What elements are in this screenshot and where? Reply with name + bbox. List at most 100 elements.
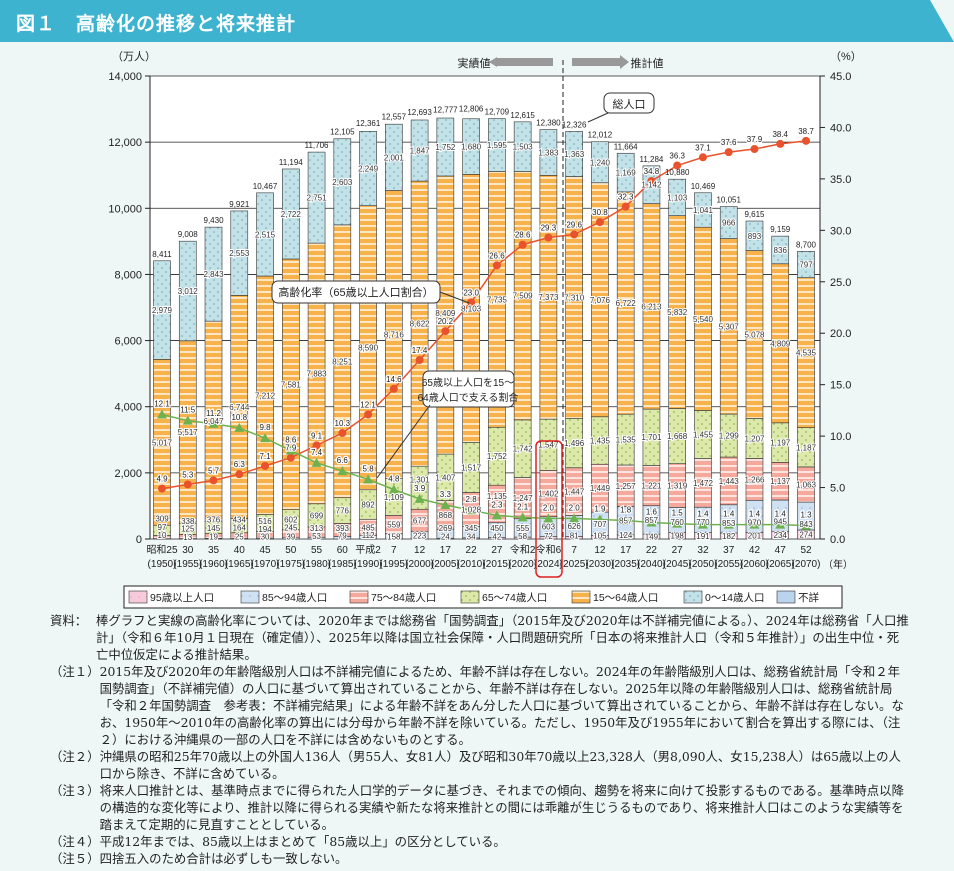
aging-rate-label: 30.8 xyxy=(592,208,608,217)
total-label: 8,411 xyxy=(152,250,172,259)
support-ratio-point xyxy=(337,466,348,476)
support-ratio-point xyxy=(543,513,554,523)
segment-label: 893 xyxy=(748,232,762,241)
segment-label: 25 xyxy=(235,533,244,542)
segment-label: 8,622 xyxy=(410,320,431,329)
segment-label: 1,187 xyxy=(796,443,817,452)
segment-label: 19 xyxy=(209,533,218,542)
segment-label: 5,017 xyxy=(152,438,173,447)
x-era-label: 22 xyxy=(646,545,658,556)
segment-label: 274 xyxy=(799,530,813,539)
segment-label: 7,509 xyxy=(513,292,534,301)
note-key: （注１） xyxy=(50,664,100,679)
segment-label: 1,028 xyxy=(461,505,482,514)
segment-label: 2,979 xyxy=(152,306,173,315)
segment-label: 13 xyxy=(183,533,192,542)
segment-label: 124 xyxy=(619,531,633,540)
right-tick-label: 30.0 xyxy=(830,225,851,237)
bar-segment-0～14歳人口 xyxy=(307,151,326,244)
aging-callout-pointer xyxy=(439,291,470,304)
total-label: 9,615 xyxy=(744,210,765,219)
note-item: （注１） 2015年及び2020年の年齢階級別人口は不詳補完値によるため、年齢不詳… xyxy=(50,663,910,748)
aging-rate-label: 4.9 xyxy=(156,475,168,484)
left-tick-label: 6,000 xyxy=(114,336,142,348)
segment-label: 1,752 xyxy=(435,143,456,152)
segment-label: 797 xyxy=(799,260,813,269)
legend-label: 85～94歳人口 xyxy=(262,592,327,604)
aging-rate-label: 10.3 xyxy=(335,419,351,428)
segment-label: 6,213 xyxy=(641,302,662,311)
segment-label: 345 xyxy=(464,524,478,533)
segment-label: 626 xyxy=(567,522,581,531)
note-key: （注５） xyxy=(50,851,100,866)
segment-label: 892 xyxy=(361,501,375,510)
bar-segment-0～14歳人口 xyxy=(385,123,403,191)
legend-swatch xyxy=(349,590,369,604)
segment-label: 269 xyxy=(439,524,453,533)
x-era-label: 7 xyxy=(391,545,397,556)
support-ratio-point xyxy=(182,415,193,425)
segment-label: 602 xyxy=(284,516,298,525)
right-arrow-shaft xyxy=(572,58,620,66)
total-label: 12,380 xyxy=(536,119,561,128)
bar-segment-0～14歳人口 xyxy=(771,235,790,265)
segment-label: 1,701 xyxy=(641,433,662,442)
segment-label: 2,553 xyxy=(229,249,250,258)
segment-label: 198 xyxy=(671,532,685,541)
x-era-label: 60 xyxy=(337,545,349,556)
segment-label: 10 xyxy=(158,531,167,540)
left-tick-label: 2,000 xyxy=(114,468,142,480)
aging-rate-label: 37.6 xyxy=(721,138,737,147)
aging-rate-label: 5.7 xyxy=(208,466,220,475)
x-era-label: 昭和25 xyxy=(146,544,178,556)
support-ratio-label: 1.4 xyxy=(775,510,787,519)
segment-label: 164 xyxy=(233,523,247,532)
segment-label: 857 xyxy=(645,516,659,525)
note-item: （注５） 四捨五入のため合計は必ずしも一致しない。 xyxy=(50,850,910,867)
segment-label: 234 xyxy=(774,531,788,540)
aging-rate-label: 14.6 xyxy=(386,375,402,384)
segment-label: 699 xyxy=(310,511,324,520)
segment-label: 313 xyxy=(310,524,324,533)
segment-label: 1,742 xyxy=(513,445,534,454)
note-item: 資料： 棒グラフと実線の高齢化率については、2020年までは総務省「国勢調査」（2… xyxy=(50,612,910,663)
support-ratio-label: 1.4 xyxy=(697,510,709,519)
line-aging-rate xyxy=(161,140,807,490)
segment-label: 1,319 xyxy=(667,482,688,491)
segment-label: 1,109 xyxy=(384,493,405,502)
right-tick-label: 10.0 xyxy=(830,431,851,443)
total-label: 11,194 xyxy=(279,158,303,167)
aging-rate-point xyxy=(621,202,630,211)
support-ratio-label: 9.8 xyxy=(259,423,271,432)
segment-label: 603 xyxy=(542,523,556,532)
aging-rate-label: 37.9 xyxy=(747,135,763,144)
segment-label: 559 xyxy=(387,521,401,530)
aging-rate-point xyxy=(492,261,501,270)
support-ratio-label: 2.8 xyxy=(466,495,478,504)
x-year-label: (1975) xyxy=(276,559,305,570)
support-ratio-label: 1.9 xyxy=(594,504,606,513)
segment-label: 393 xyxy=(336,524,350,533)
segment-label: 125 xyxy=(181,525,195,534)
aging-rate-label: 7.9 xyxy=(285,444,297,453)
notes: 資料： 棒グラフと実線の高齢化率については、2020年までは総務省「国勢調査」（2… xyxy=(50,612,910,867)
support-ratio-point xyxy=(801,520,811,530)
segment-label: 1,247 xyxy=(513,494,534,503)
x-year-label: (1970) xyxy=(251,559,280,570)
right-tick-label: 25.0 xyxy=(830,277,851,289)
segment-label: 149 xyxy=(645,533,659,542)
total-label: 12,806 xyxy=(459,104,484,113)
segment-label: 245 xyxy=(284,524,298,533)
left-tick-label: 14,000 xyxy=(108,71,142,83)
segment-label: 1,447 xyxy=(564,488,585,497)
support-ratio-label: 2.3 xyxy=(491,500,503,509)
segment-label: 2,249 xyxy=(358,164,379,173)
support-ratio-label: 3.9 xyxy=(414,484,426,493)
total-label: 10,467 xyxy=(253,182,278,191)
segment-label: 707 xyxy=(593,520,607,529)
note-key: （注２） xyxy=(50,749,100,764)
aging-rate-point xyxy=(209,476,218,485)
aging-rate-point xyxy=(724,148,733,157)
segment-label: 5,832 xyxy=(667,308,688,317)
support-callout-pointer xyxy=(376,404,431,479)
